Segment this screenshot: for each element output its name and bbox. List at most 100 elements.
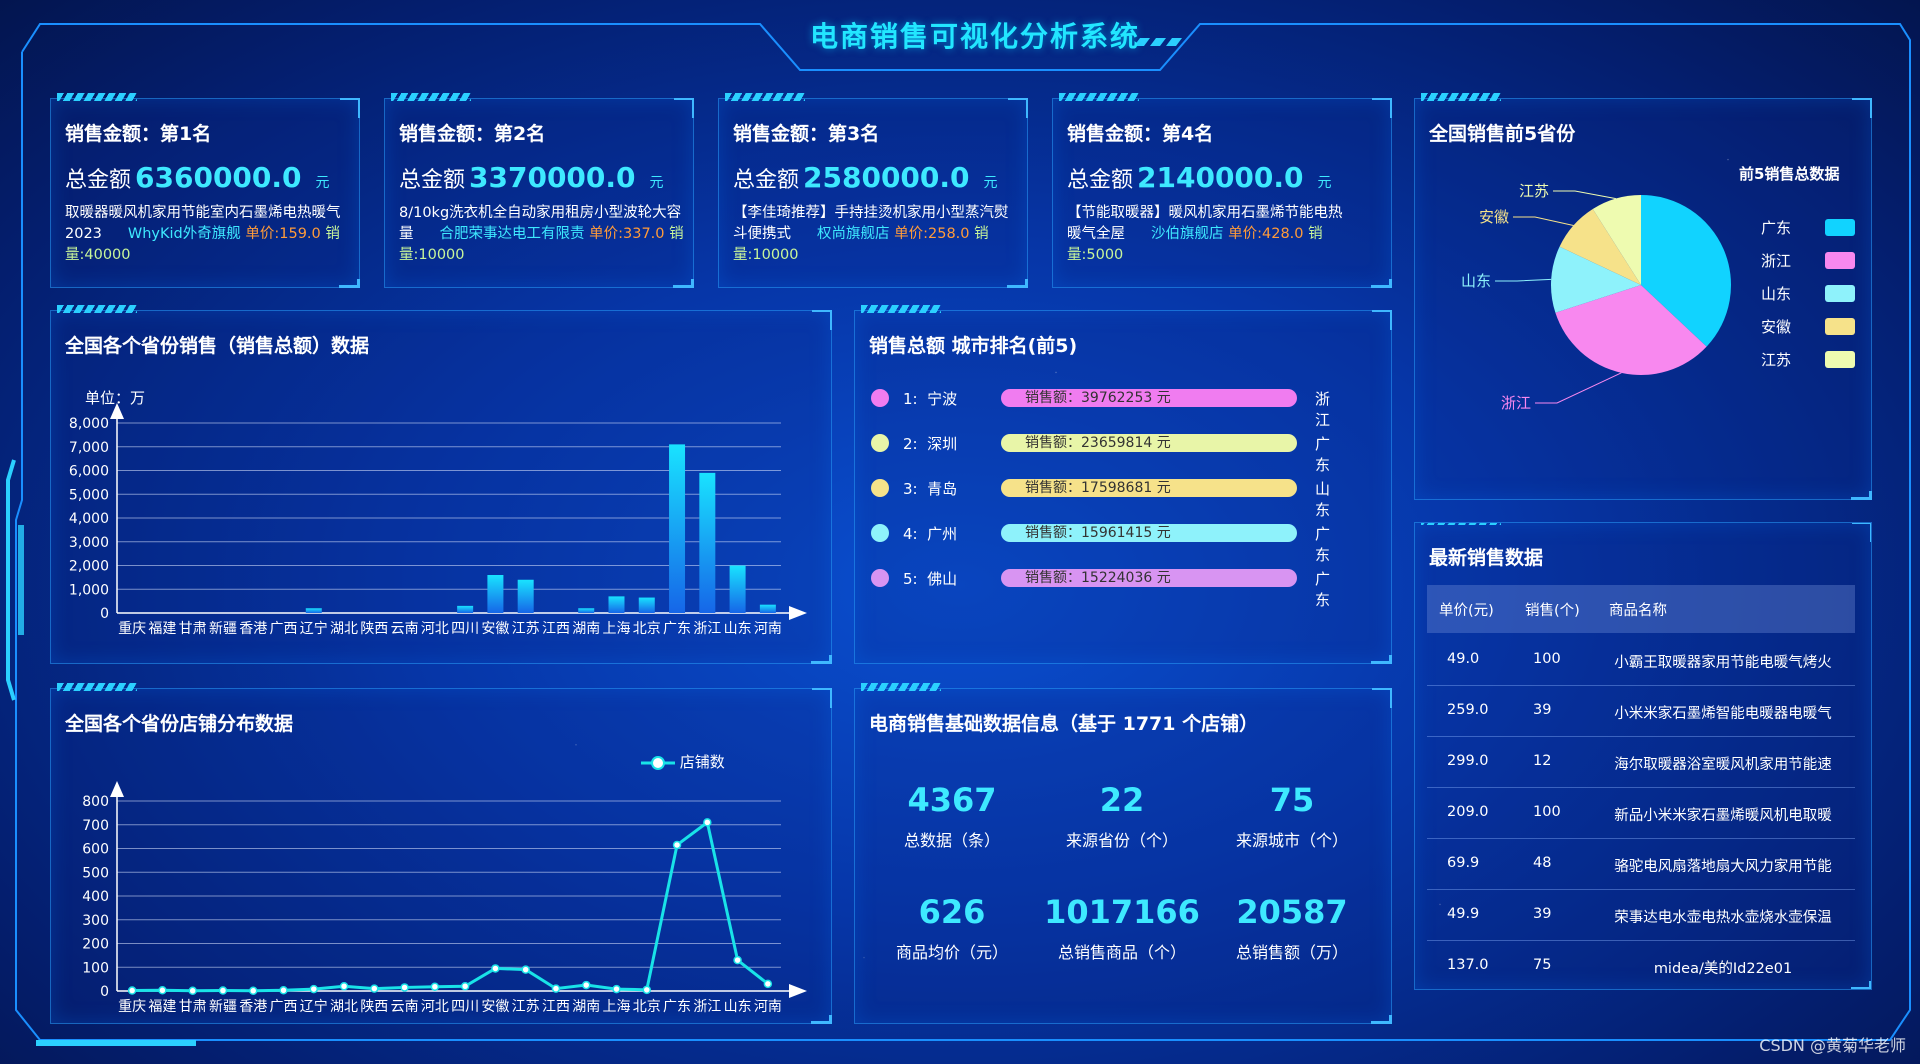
data-point	[339, 982, 349, 991]
stat-total-sales: 20587 总销售额（万）	[1235, 893, 1348, 962]
city-rank-row: 1: 宁波 销售额：39762253 元 浙江	[871, 385, 1330, 429]
city-province: 广东	[1315, 435, 1331, 474]
card-product: 【李佳琦推荐】手持挂烫机家用小型蒸汽熨斗便携式 权尚旗舰店 单价:258.0 销量…	[733, 205, 1009, 263]
card-total: 总金额 2140000.0 元	[1067, 161, 1332, 194]
bar	[759, 604, 776, 613]
label-line	[1495, 278, 1552, 282]
data-point	[703, 818, 712, 827]
sales-bar: 销售额：39762253 元	[1001, 389, 1297, 407]
x-tick-label: 安徽	[481, 621, 509, 637]
slice-label: 浙江	[1501, 394, 1531, 412]
cell-name: 小米米家石墨烯智能电暖器电暖气	[1614, 706, 1832, 722]
city-name: 3: 青岛	[903, 480, 958, 498]
table-row[interactable]: 259.0 39 小米米家石墨烯智能电暖器电暖气	[1427, 686, 1855, 737]
legend-item[interactable]: 山东	[1761, 283, 1855, 304]
store-link: WhyKid外奇旗舰	[127, 226, 241, 242]
data-point	[158, 986, 167, 995]
panel-title: 销售总额 城市排名(前5)	[869, 335, 1078, 357]
card-title: 销售金额：第2名	[399, 123, 546, 145]
cell-name: 小霸王取暖器家用节能电暖气烤火	[1614, 655, 1832, 671]
bar	[729, 565, 746, 613]
table-row[interactable]: 49.0 100 小霸王取暖器家用节能电暖气烤火	[1427, 635, 1855, 686]
pie-slice	[1641, 195, 1731, 347]
x-tick-label: 云南	[391, 999, 419, 1015]
y-axis-arrow	[110, 781, 124, 797]
store-link: 权尚旗舰店	[817, 226, 890, 242]
x-tick-label: 江西	[542, 999, 570, 1015]
label-line	[1553, 190, 1616, 200]
rank-dot	[871, 434, 889, 452]
pie-title: 前5销售总数据	[1739, 165, 1840, 183]
legend-label: 浙江	[1761, 252, 1792, 270]
city-province: 浙江	[1315, 390, 1331, 429]
rank-dot	[871, 389, 889, 407]
table-header: 单价(元) 销售(个) 商品名称	[1427, 585, 1855, 633]
data-point	[279, 986, 288, 995]
legend-swatch	[1825, 285, 1855, 302]
latest-sales-panel: 最新销售数据 单价(元) 销售(个) 商品名称 49.0 100 小霸王取暖器家…	[1414, 522, 1872, 990]
cell-qty: 39	[1533, 906, 1552, 922]
bar	[305, 608, 322, 613]
table-row[interactable]: 137.0 75 midea/美的Id22e01	[1427, 941, 1855, 989]
legend-item[interactable]: 浙江	[1761, 250, 1855, 271]
table-row[interactable]: 49.9 39 荣事达电水壶电热水壶烧水壶保温	[1427, 890, 1855, 941]
rank-card-1: 销售金额：第1名 总金额 6360000.0 元 取暖器暖风机家用节能室内石墨烯电热…	[50, 93, 360, 288]
data-point	[521, 965, 530, 974]
x-tick-label: 山东	[724, 999, 752, 1015]
header: 电商销售可视化分析系统	[760, 14, 1190, 64]
x-tick-label: 湖南	[572, 999, 600, 1015]
x-tick-label: 浙江	[693, 621, 721, 637]
slice-label: 安徽	[1479, 208, 1509, 226]
y-tick-label: 200	[82, 937, 109, 953]
page-title: 电商销售可视化分析系统	[809, 20, 1140, 53]
data-point	[430, 982, 440, 991]
x-tick-label: 福建	[148, 999, 176, 1015]
table-row[interactable]: 209.0 100 新品小米米家石墨烯暖风机电取暖	[1427, 788, 1855, 839]
y-axis-arrow	[110, 403, 124, 419]
data-point	[460, 982, 470, 991]
x-tick-label: 新疆	[209, 999, 237, 1015]
table-row[interactable]: 299.0 12 海尔取暖器浴室暖风机家用节能速	[1427, 737, 1855, 788]
cell-price: 299.0	[1447, 753, 1489, 769]
rank-dot	[871, 524, 889, 542]
x-tick-label: 重庆	[118, 621, 146, 637]
x-tick-label: 陕西	[360, 621, 388, 637]
province-sales-panel: 全国各个省份销售（销售总额）数据 单位：万 0 1,000 2,000 3,000 4,…	[50, 305, 832, 664]
card-amount: 3370000.0	[469, 161, 636, 194]
data-point	[763, 979, 773, 989]
rank-card-4: 销售金额：第4名 总金额 2140000.0 元 【节能取暖器】暖风机家用石墨烯节能…	[1052, 93, 1392, 288]
y-tick-label: 1,000	[69, 582, 109, 598]
cell-name: 海尔取暖器浴室暖风机家用节能速	[1614, 757, 1832, 773]
legend-label: 江苏	[1761, 351, 1792, 369]
line-legend: 店铺数	[641, 751, 725, 772]
data-point	[127, 986, 137, 995]
sales-bar: 销售额：17598681 元	[1001, 479, 1297, 497]
card-title: 销售金额：第4名	[1067, 123, 1214, 145]
cell-price: 259.0	[1447, 702, 1489, 718]
legend-label: 安徽	[1761, 318, 1792, 336]
cell-qty: 39	[1533, 702, 1552, 718]
y-tick-label: 800	[82, 794, 109, 810]
legend-item[interactable]: 广东	[1761, 217, 1855, 238]
legend-item[interactable]: 江苏	[1761, 349, 1855, 370]
y-tick-label: 0	[100, 984, 109, 1000]
legend-item[interactable]: 安徽	[1761, 316, 1855, 337]
cell-qty: 75	[1533, 957, 1552, 973]
col-name: 商品名称	[1609, 603, 1667, 619]
y-tick-label: 400	[82, 889, 109, 905]
table-row[interactable]: 69.9 48 骆驼电风扇落地扇大风力家用节能	[1427, 839, 1855, 890]
data-point	[551, 984, 561, 993]
x-tick-label: 浙江	[693, 999, 721, 1015]
x-tick-label: 上海	[603, 621, 631, 637]
x-tick-label: 香港	[239, 999, 267, 1015]
city-province: 广东	[1315, 525, 1331, 564]
bar	[457, 605, 474, 613]
x-tick-label: 辽宁	[300, 998, 328, 1015]
card-amount: 2140000.0	[1137, 161, 1304, 194]
panel-title: 全国销售前5省份	[1429, 123, 1576, 145]
city-rank-panel: 销售总额 城市排名(前5) 1: 宁波 销售额：39762253 元 浙江 2:…	[854, 305, 1392, 664]
city-rank-row: 5: 佛山 销售额：15224036 元 广东	[871, 565, 1330, 609]
bar	[638, 597, 655, 613]
data-point	[248, 986, 258, 996]
